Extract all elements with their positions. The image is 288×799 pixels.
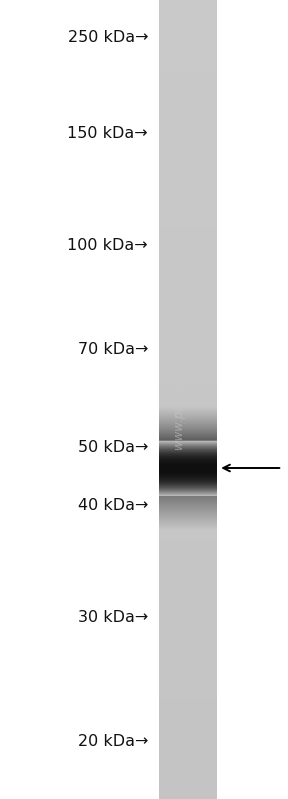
Text: 70 kDa→: 70 kDa→	[78, 343, 148, 357]
Text: www.ptglab.com: www.ptglab.com	[171, 350, 185, 449]
Text: 50 kDa→: 50 kDa→	[78, 440, 148, 455]
Text: 40 kDa→: 40 kDa→	[78, 499, 148, 514]
Text: 30 kDa→: 30 kDa→	[78, 610, 148, 625]
Text: 150 kDa→: 150 kDa→	[67, 125, 148, 141]
Text: 250 kDa→: 250 kDa→	[67, 30, 148, 46]
Text: 100 kDa→: 100 kDa→	[67, 237, 148, 252]
Text: 20 kDa→: 20 kDa→	[78, 734, 148, 749]
